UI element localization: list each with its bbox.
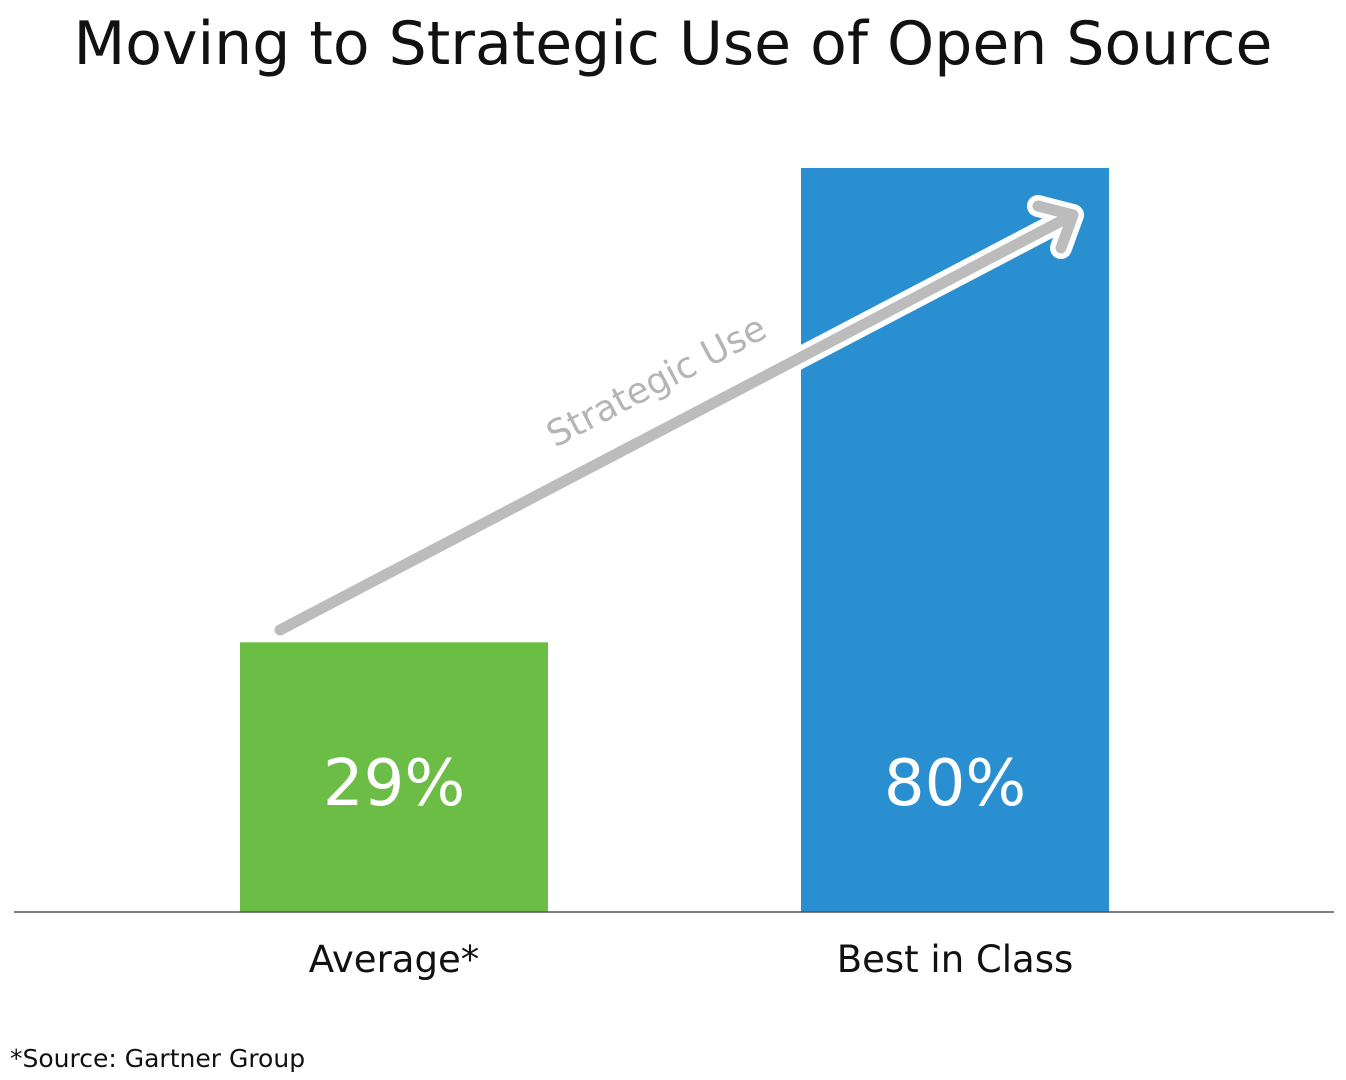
source-note: *Source: Gartner Group (10, 1044, 305, 1073)
bars-group (240, 168, 1109, 912)
category-label-average: Average* (309, 938, 479, 981)
labels-group: 29% Average* 80% Best in Class (309, 747, 1073, 981)
value-label-average: 29% (323, 747, 465, 821)
category-label-best-in-class: Best in Class (837, 938, 1074, 981)
bar-best-in-class (801, 168, 1109, 912)
arrow-shaft (274, 212, 1073, 636)
arrow-head (1032, 200, 1079, 254)
chart-title: Moving to Strategic Use of Open Source (74, 9, 1273, 79)
bar-average (240, 642, 548, 912)
value-label-best-in-class: 80% (884, 747, 1026, 821)
arrow-icon (269, 195, 1084, 641)
